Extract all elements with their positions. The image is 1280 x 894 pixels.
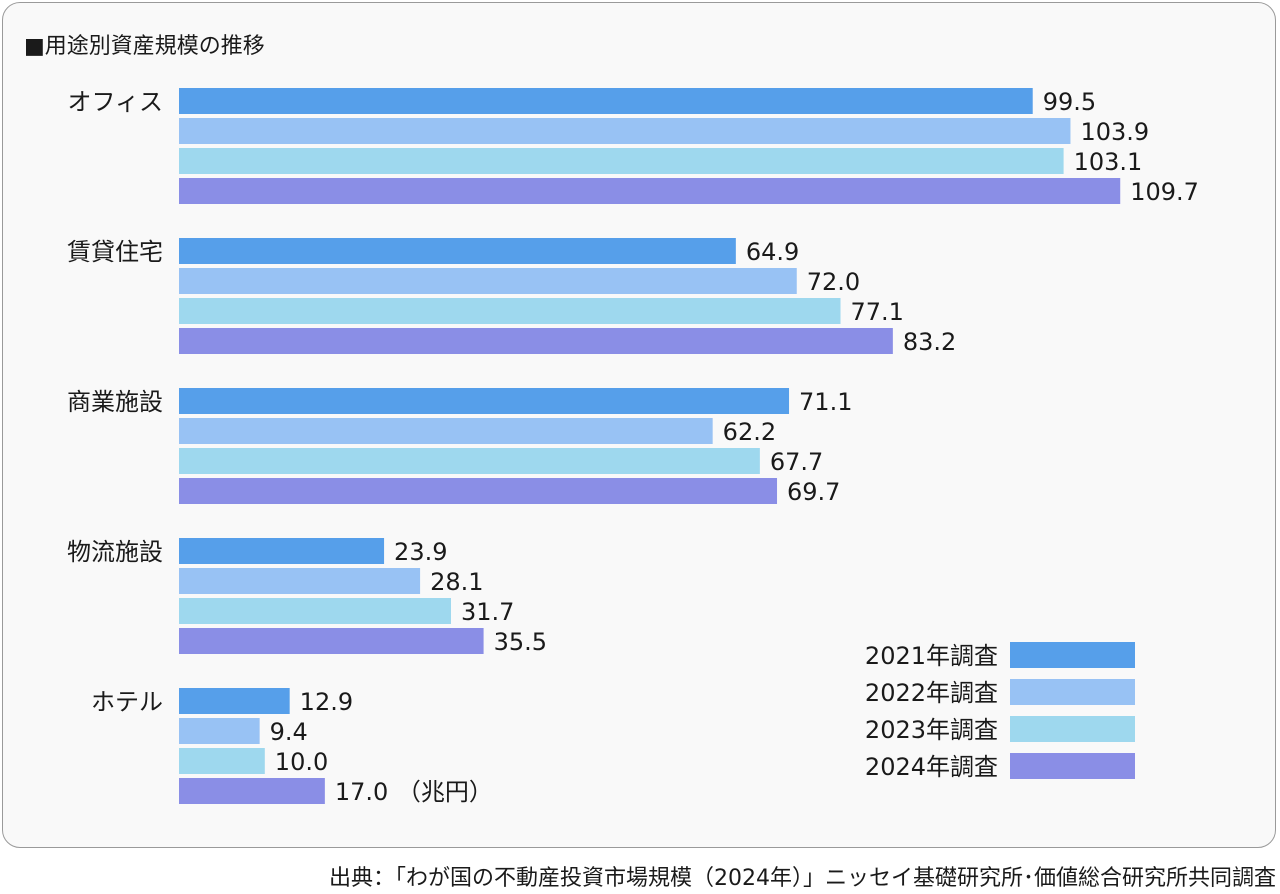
value-label: 23.9 [394,538,447,566]
category-label: 賃貸住宅 [67,238,163,266]
bar [179,448,760,474]
bar [179,178,1121,204]
value-label: 62.2 [723,418,776,446]
value-label: 103.1 [1074,148,1143,176]
legend-swatch [1010,642,1135,668]
category-label: 物流施設 [67,538,163,566]
bar [179,778,325,804]
bar [179,748,265,774]
value-label: 83.2 [903,328,956,356]
value-label: 12.9 [300,688,353,716]
value-label: 99.5 [1043,88,1096,116]
bar [179,328,893,354]
value-label: 103.9 [1080,118,1149,146]
bar [179,628,484,654]
value-label: 28.1 [430,568,483,596]
category-label: ホテル [91,688,163,716]
bar [179,148,1064,174]
bar [179,88,1033,114]
value-label: 77.1 [851,298,904,326]
legend-label: 2021年調査 [865,642,998,670]
value-label: 67.7 [770,448,823,476]
bar [179,388,790,414]
chart-title: ■用途別資産規模の推移 [24,34,265,59]
value-label: 71.1 [799,388,852,416]
value-label: 10.0 [275,748,328,776]
bar [179,478,778,504]
category-label: 商業施設 [67,388,163,416]
source-note: 出典：「わが国の不動産投資市場規模（2024年）」ニッセイ基礎研究所･価値総合研… [329,866,1276,891]
bar [179,238,736,264]
legend-label: 2023年調査 [865,716,998,744]
bar [179,598,451,624]
legend-swatch [1010,716,1135,742]
value-label: 9.4 [270,718,308,746]
legend-swatch [1010,679,1135,705]
bar [179,418,713,444]
value-label: 31.7 [461,598,514,626]
value-label: 64.9 [746,238,799,266]
legend-label: 2022年調査 [865,679,998,707]
bar [179,118,1071,144]
unit-label: （兆円） [397,778,493,806]
bar [179,298,841,324]
bar [179,268,797,294]
bar [179,718,260,744]
value-label: 35.5 [494,628,547,656]
bar [179,538,385,564]
bar [179,568,421,594]
value-label: 72.0 [807,268,860,296]
value-label: 17.0 [335,778,388,806]
category-label: オフィス [67,88,163,116]
legend-swatch [1010,753,1135,779]
value-label: 109.7 [1130,178,1199,206]
bar [179,688,290,714]
legend-label: 2024年調査 [865,753,998,781]
value-label: 69.7 [787,478,840,506]
